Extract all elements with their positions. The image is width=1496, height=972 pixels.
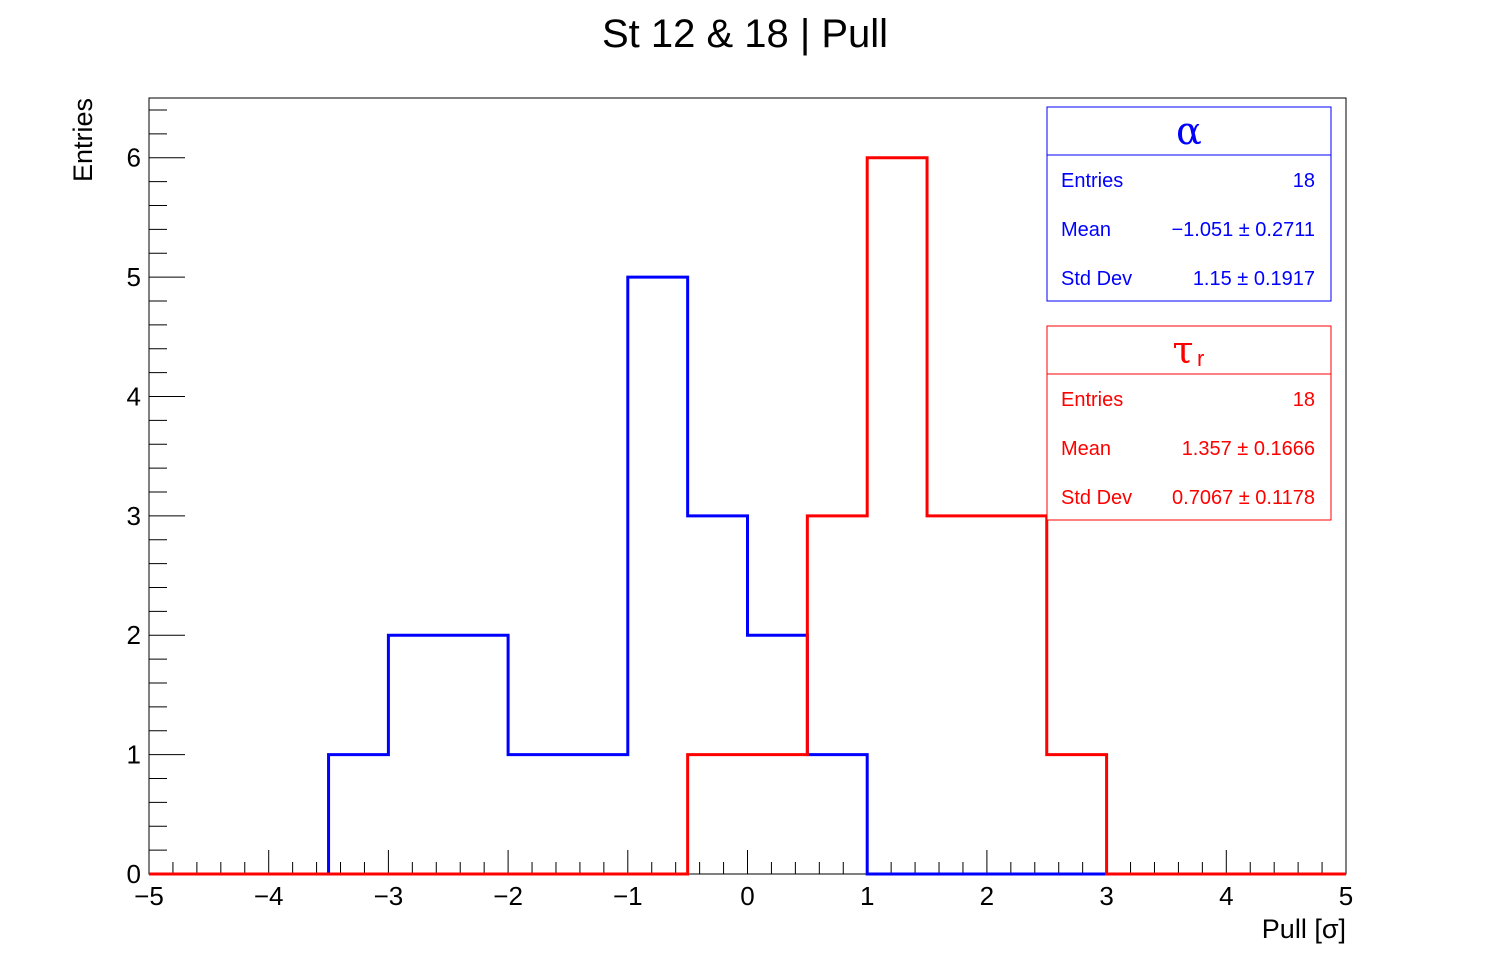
y-tick-label: 5 bbox=[127, 262, 141, 292]
stats-box-subscript: r bbox=[1197, 346, 1204, 371]
stats-box-alpha: α Entries 18 Mean −1.051 ± 0.2711 Std Dev 1.15… bbox=[1046, 106, 1332, 302]
stats-row-label: Entries bbox=[1061, 170, 1123, 192]
stats-row-value: 18 bbox=[1293, 170, 1315, 192]
stats-box-title: α bbox=[1176, 109, 1202, 153]
stats-row-value: 18 bbox=[1293, 389, 1315, 411]
y-tick-label: 2 bbox=[127, 620, 141, 650]
y-tick-label: 4 bbox=[127, 381, 141, 411]
x-axis-title: Pull [σ] bbox=[1262, 914, 1346, 944]
x-tick-label: 1 bbox=[860, 881, 874, 911]
x-tick-label: 0 bbox=[740, 881, 754, 911]
y-axis: 0 1 2 3 4 5 6 bbox=[127, 109, 185, 889]
histogram-alpha-series bbox=[149, 275, 1346, 876]
stats-row-label: Mean bbox=[1061, 438, 1111, 460]
y-tick-label: 1 bbox=[127, 740, 141, 770]
x-tick-label: −1 bbox=[613, 881, 643, 911]
y-axis-title: Entries bbox=[68, 98, 98, 182]
x-tick-label: 4 bbox=[1219, 881, 1233, 911]
x-tick-label: −5 bbox=[134, 881, 164, 911]
y-tick-label: 3 bbox=[127, 501, 141, 531]
stats-box-frame bbox=[1046, 325, 1332, 521]
stats-box-title: τ bbox=[1172, 328, 1193, 372]
x-tick-label: 3 bbox=[1099, 881, 1113, 911]
stats-row-value: −1.051 ± 0.2711 bbox=[1171, 219, 1315, 241]
series-layer bbox=[149, 156, 1346, 876]
stats-box-tau-r: τ r Entries 18 Mean 1.357 ± 0.1666 Std Dev 0.70… bbox=[1046, 325, 1332, 521]
y-tick-label: 6 bbox=[127, 143, 141, 173]
stats-row-label: Std Dev bbox=[1061, 268, 1132, 290]
x-tick-label: −3 bbox=[374, 881, 404, 911]
stats-row-value: 1.15 ± 0.1917 bbox=[1193, 268, 1315, 290]
stats-boxes: α Entries 18 Mean −1.051 ± 0.2711 Std Dev 1.15… bbox=[1046, 106, 1332, 521]
x-axis: −5 −4 −3 −2 −1 0 1 2 3 4 5 bbox=[134, 850, 1353, 911]
x-tick-label: 5 bbox=[1339, 881, 1353, 911]
x-tick-label: 2 bbox=[980, 881, 994, 911]
y-tick-label: 0 bbox=[127, 859, 141, 889]
stats-row-label: Mean bbox=[1061, 219, 1111, 241]
stats-row-label: Entries bbox=[1061, 389, 1123, 411]
chart-title: St 12 & 18 | Pull bbox=[602, 12, 888, 56]
stats-row-value: 1.357 ± 0.1666 bbox=[1182, 438, 1315, 460]
x-tick-label: −4 bbox=[254, 881, 284, 911]
x-tick-label: −2 bbox=[493, 881, 523, 911]
stats-box-frame bbox=[1046, 106, 1332, 302]
stats-row-label: Std Dev bbox=[1061, 487, 1132, 509]
stats-row-value: 0.7067 ± 0.1178 bbox=[1172, 487, 1315, 509]
histogram-tau-r-series bbox=[149, 156, 1346, 876]
